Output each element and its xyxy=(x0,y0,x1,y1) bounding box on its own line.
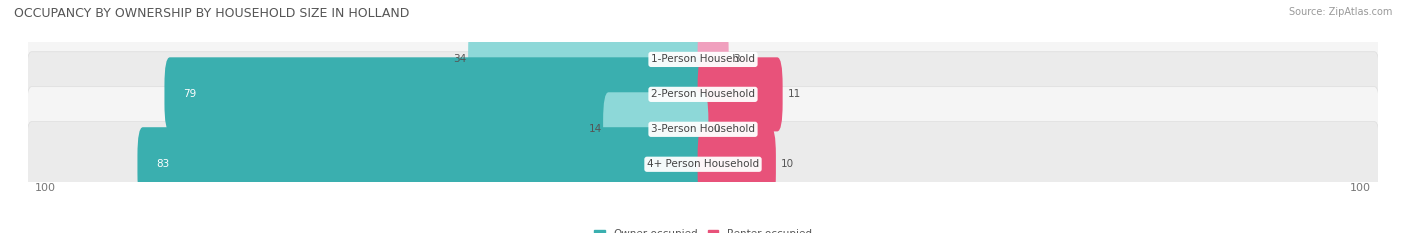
Text: 83: 83 xyxy=(156,159,170,169)
FancyBboxPatch shape xyxy=(697,127,776,201)
Text: 4+ Person Household: 4+ Person Household xyxy=(647,159,759,169)
Text: 0: 0 xyxy=(713,124,720,134)
Legend: Owner-occupied, Renter-occupied: Owner-occupied, Renter-occupied xyxy=(595,230,811,233)
Text: 79: 79 xyxy=(183,89,197,99)
Text: 1-Person Household: 1-Person Household xyxy=(651,55,755,64)
Text: 3-Person Household: 3-Person Household xyxy=(651,124,755,134)
FancyBboxPatch shape xyxy=(27,87,1379,172)
Text: 2-Person Household: 2-Person Household xyxy=(651,89,755,99)
FancyBboxPatch shape xyxy=(603,92,709,166)
FancyBboxPatch shape xyxy=(27,122,1379,207)
Text: 34: 34 xyxy=(454,55,467,64)
Text: 100: 100 xyxy=(1350,184,1371,193)
Text: 10: 10 xyxy=(780,159,794,169)
Text: Source: ZipAtlas.com: Source: ZipAtlas.com xyxy=(1288,7,1392,17)
Text: 3: 3 xyxy=(734,55,740,64)
FancyBboxPatch shape xyxy=(27,52,1379,137)
FancyBboxPatch shape xyxy=(138,127,709,201)
Text: 100: 100 xyxy=(35,184,56,193)
Text: 11: 11 xyxy=(787,89,800,99)
FancyBboxPatch shape xyxy=(697,22,728,96)
FancyBboxPatch shape xyxy=(697,57,783,131)
FancyBboxPatch shape xyxy=(468,22,709,96)
FancyBboxPatch shape xyxy=(27,17,1379,102)
FancyBboxPatch shape xyxy=(165,57,709,131)
Text: 14: 14 xyxy=(589,124,602,134)
Text: OCCUPANCY BY OWNERSHIP BY HOUSEHOLD SIZE IN HOLLAND: OCCUPANCY BY OWNERSHIP BY HOUSEHOLD SIZE… xyxy=(14,7,409,20)
